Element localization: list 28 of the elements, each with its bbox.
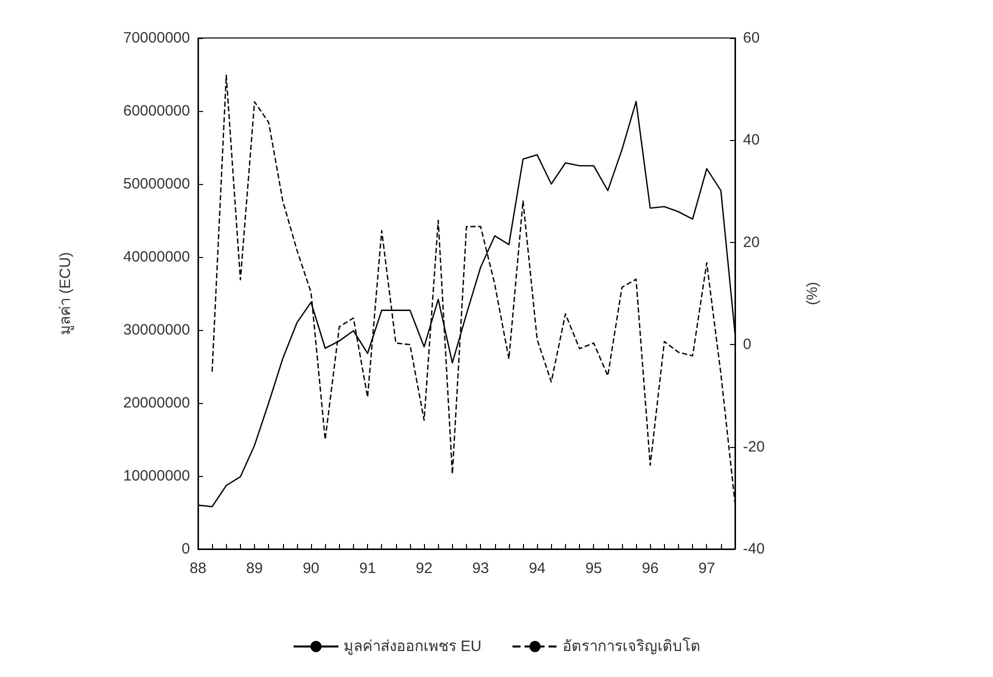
x-tick-label: 89 xyxy=(246,560,263,577)
x-tick-label: 88 xyxy=(190,560,206,577)
y-tick-label: 50000000 xyxy=(123,176,190,192)
y-tick-label: 40000000 xyxy=(123,248,190,266)
y2-tick-label: 20 xyxy=(743,234,760,251)
y2-tick-label: -40 xyxy=(743,540,765,558)
y-axis-title: มูลค่า (ECU) xyxy=(57,252,74,335)
legend-label: อัตราการเจริญเติบโต xyxy=(562,637,700,655)
y2-axis-title: (%) xyxy=(804,282,821,306)
y2-tick-label: 0 xyxy=(743,336,752,354)
x-tick-label: 92 xyxy=(416,560,432,577)
legend-label: มูลค่าส่งออกเพชร EU xyxy=(344,638,482,655)
x-tick-label: 97 xyxy=(698,560,716,577)
y-tick-label: 20000000 xyxy=(123,394,190,412)
x-tick-label: 94 xyxy=(528,560,546,577)
x-tick-label: 90 xyxy=(302,560,320,577)
y-tick-label: 60000000 xyxy=(123,102,190,120)
y-tick-label: 0 xyxy=(182,540,190,558)
y2-tick-label: 60 xyxy=(743,30,760,46)
y-tick-label: 10000000 xyxy=(123,468,190,484)
x-tick-label: 96 xyxy=(642,560,659,577)
y2-tick-label: 40 xyxy=(743,132,760,149)
x-tick-label: 93 xyxy=(472,560,489,577)
x-tick-label: 95 xyxy=(585,560,602,577)
x-tick-label: 91 xyxy=(359,560,376,577)
y2-tick-label: -20 xyxy=(743,438,765,456)
y-tick-label: 30000000 xyxy=(123,322,190,338)
y-tick-label: 70000000 xyxy=(123,30,190,46)
